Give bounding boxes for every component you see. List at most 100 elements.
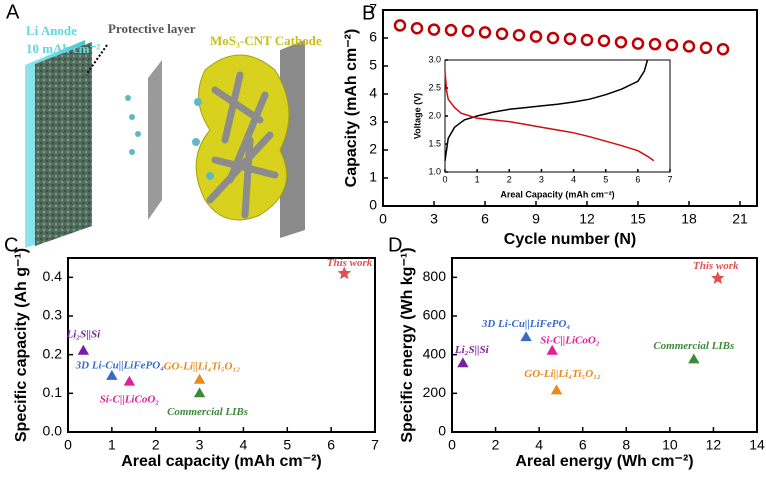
x-tick-label: 2 — [492, 437, 500, 453]
data-point — [563, 32, 577, 46]
data-point — [512, 28, 526, 42]
x-tick-label: 0 — [448, 437, 456, 453]
x-axis-title: Cycle number (N) — [504, 231, 636, 248]
point-label: 3D Li-Cu||LiFePO₄ — [75, 359, 165, 371]
y-tick-label: 0.3 — [43, 307, 63, 323]
marker — [123, 375, 136, 386]
data-point — [597, 34, 611, 48]
point-label: Commercial LIBs — [653, 340, 734, 352]
y-tick-label: 0.1 — [43, 384, 63, 400]
x-tick-label: 2 — [507, 174, 512, 184]
anode-label: Li Anode — [26, 23, 77, 38]
y-tick-label: 5 — [369, 57, 377, 73]
x-tick-label: 7 — [371, 437, 379, 453]
marker — [546, 344, 558, 355]
point-label: 3D Li-Cu||LiFePO₄ — [481, 318, 571, 330]
marker — [520, 331, 532, 342]
data-point — [495, 27, 509, 41]
x-tick-label: 0 — [442, 174, 447, 184]
marker — [106, 369, 118, 380]
data-point — [631, 37, 645, 50]
x-tick-label: 2 — [152, 437, 160, 453]
x-tick-label: 21 — [732, 211, 748, 227]
y-axis-title: Capacity (mAh cm⁻²) — [343, 29, 360, 188]
y-tick-label: 0 — [369, 197, 377, 213]
y-tick-label: 800 — [423, 268, 447, 284]
x-tick-label: 14 — [749, 437, 765, 453]
marker — [337, 266, 351, 280]
data-point — [699, 41, 713, 55]
x-axis-title: Areal Capacity (mAh cm⁻²) — [500, 189, 614, 199]
x-tick-label: 3 — [539, 174, 544, 184]
marker — [77, 344, 90, 355]
curve — [444, 71, 655, 162]
y-tick-label: 0.4 — [43, 268, 63, 284]
x-tick-label: 3 — [196, 437, 204, 453]
protective-layer — [35, 42, 92, 246]
cnt — [206, 71, 279, 219]
x-tick-label: 6 — [579, 437, 587, 453]
y-tick-label: 2 — [369, 141, 377, 157]
point-label: Commercial LIBs — [167, 406, 248, 418]
data-point — [444, 23, 458, 37]
panel-label: C — [4, 234, 18, 256]
x-tick-label: 0 — [64, 437, 72, 453]
marker — [193, 373, 206, 384]
x-tick-label: 0 — [379, 211, 387, 227]
y-tick-label: 400 — [423, 345, 447, 361]
y-tick-label: 1 — [369, 169, 377, 185]
x-tick-label: 1 — [475, 174, 480, 184]
x-axis-title: Areal energy (Wh cm⁻²) — [515, 453, 693, 470]
marker — [688, 353, 700, 364]
data-point — [648, 37, 662, 51]
x-tick-label: 12 — [579, 211, 595, 227]
x-tick-label: 5 — [283, 437, 291, 453]
x-tick-label: 9 — [532, 211, 540, 227]
illustration: A Li Anode 10 mAh cm⁻² Protective layer … — [6, 1, 322, 248]
x-tick-label: 18 — [681, 211, 697, 227]
point-label: GO-Li||Li₄Ti₅O₁₂ — [524, 368, 601, 380]
data-point — [410, 21, 424, 35]
panel-label: D — [388, 234, 402, 256]
plot-frame — [67, 257, 376, 433]
marker — [193, 387, 206, 398]
point-label: Li₂S||Si — [65, 328, 101, 340]
data-point — [461, 24, 475, 38]
y-tick-label: 200 — [423, 384, 447, 400]
x-tick-label: 6 — [327, 437, 335, 453]
x-axis-title: Areal capacity (mAh cm⁻²) — [121, 453, 322, 470]
y-tick-label: 2.0 — [428, 110, 441, 120]
layer-label: Protective layer — [108, 21, 196, 36]
x-tick-label: 6 — [635, 174, 640, 184]
data-point — [546, 31, 560, 45]
x-tick-label: 10 — [662, 437, 678, 453]
data-point — [393, 19, 407, 32]
data-point — [665, 38, 679, 52]
point-label: This work — [327, 257, 373, 269]
chart-panel: 0 2 4 6 8 10 12 14 0 200 400 600 800 Areal energy (Wh… — [388, 234, 765, 470]
y-axis-title: Voltage (V) — [412, 93, 422, 139]
data-point — [427, 23, 441, 36]
y-tick-label: 1.0 — [428, 166, 441, 176]
y-tick-label: 6 — [369, 29, 377, 45]
x-tick-label: 4 — [240, 437, 248, 453]
y-axis-title: Specific energy (Wh kg⁻¹) — [399, 247, 416, 442]
x-tick-label: 15 — [630, 211, 646, 227]
marker — [550, 384, 563, 395]
marker — [457, 357, 469, 368]
x-tick-label: 8 — [622, 437, 630, 453]
data-point — [682, 40, 696, 53]
li-ions — [125, 95, 214, 180]
data-point — [478, 26, 492, 39]
data-point — [716, 42, 730, 56]
point-label: Si-C||LiCoO₂ — [100, 393, 160, 405]
plot-frame — [451, 257, 758, 433]
y-tick-label: 0.2 — [43, 345, 63, 361]
data-point — [529, 30, 543, 43]
point-label: Si-C||LiCoO₂ — [540, 334, 600, 346]
plot-frame — [444, 59, 671, 173]
x-tick-label: 7 — [667, 174, 672, 184]
y-tick-label: 1.5 — [428, 138, 441, 148]
